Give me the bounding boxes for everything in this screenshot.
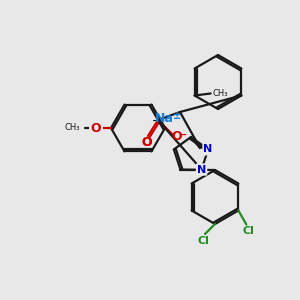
Text: CH₃: CH₃ [213, 89, 228, 98]
Text: N: N [197, 165, 206, 175]
Text: CH₃: CH₃ [64, 124, 80, 133]
Text: −: − [179, 130, 187, 140]
Text: O: O [142, 136, 152, 149]
Text: O: O [142, 136, 152, 149]
Text: O: O [91, 122, 101, 134]
Text: O: O [142, 136, 152, 149]
Text: N: N [203, 144, 213, 154]
Text: Na: Na [154, 112, 173, 124]
Text: O: O [172, 130, 182, 143]
Text: Cl: Cl [197, 236, 209, 246]
Text: N: N [203, 144, 213, 154]
Text: N: N [197, 165, 206, 175]
Text: ±: ± [173, 111, 181, 121]
Text: Cl: Cl [242, 226, 254, 236]
